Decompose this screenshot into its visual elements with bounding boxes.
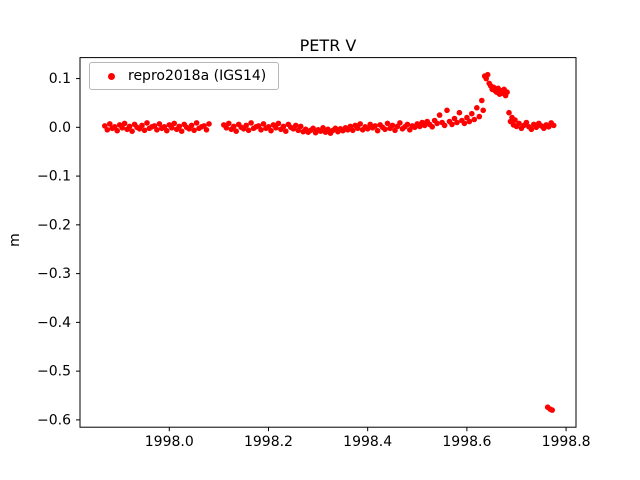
data-point <box>441 122 448 129</box>
data-point <box>169 125 175 131</box>
data-point <box>504 89 510 95</box>
data-point <box>243 122 249 129</box>
data-point <box>268 127 274 134</box>
y-tick-label: −0.5 <box>37 364 71 380</box>
y-tick-label: 0.0 <box>49 120 71 136</box>
y-tick-label: 0.1 <box>49 71 71 87</box>
data-point <box>454 119 460 126</box>
data-point <box>280 123 287 130</box>
data-point <box>364 126 371 132</box>
chart-title: PETR V <box>299 36 357 55</box>
data-point <box>129 128 135 134</box>
data-point <box>372 123 378 129</box>
data-point <box>223 125 230 131</box>
data-point <box>471 116 478 123</box>
data-point <box>310 125 316 132</box>
data-point <box>233 128 239 134</box>
data-point <box>178 128 185 134</box>
data-point <box>484 71 491 78</box>
legend-marker-dot <box>108 72 115 80</box>
x-tick-label: 1998.4 <box>343 434 392 450</box>
data-point <box>461 120 468 127</box>
data-point <box>480 107 487 114</box>
data-point <box>549 407 555 413</box>
data-point <box>528 126 535 133</box>
legend: repro2018a (IGS14) <box>89 62 280 90</box>
y-tick-label: −0.2 <box>37 217 71 233</box>
data-point <box>350 127 356 134</box>
data-point <box>188 122 195 129</box>
data-point <box>171 120 177 127</box>
data-point <box>248 120 254 126</box>
y-tick-label: −0.3 <box>37 266 71 282</box>
data-point <box>523 119 530 126</box>
data-point <box>245 127 252 134</box>
data-point <box>389 122 396 129</box>
y-tick-label: −0.4 <box>37 315 71 331</box>
x-tick-label: 1998.2 <box>244 434 293 450</box>
legend-label: repro2018a (IGS14) <box>128 68 267 84</box>
y-axis-label: m <box>6 233 23 247</box>
data-point <box>479 97 485 104</box>
data-point <box>260 121 267 127</box>
data-point <box>144 120 150 126</box>
data-point <box>164 127 170 134</box>
data-point <box>512 117 518 123</box>
data-point <box>141 127 148 134</box>
data-point <box>206 121 212 127</box>
data-point <box>451 115 458 122</box>
x-tick-label: 1998.0 <box>145 434 194 450</box>
data-point <box>121 120 128 127</box>
data-point <box>297 123 304 130</box>
data-point <box>273 125 279 131</box>
y-tick-label: −0.1 <box>37 169 71 185</box>
data-point <box>474 105 480 111</box>
data-point <box>550 122 557 129</box>
data-point <box>104 127 111 133</box>
data-point <box>516 120 522 127</box>
data-point <box>176 123 182 130</box>
data-point <box>374 127 381 134</box>
data-point <box>506 109 512 116</box>
data-point <box>139 122 145 129</box>
data-point <box>384 120 391 127</box>
data-point <box>258 127 264 133</box>
data-point <box>191 127 197 134</box>
data-point <box>107 121 113 127</box>
data-point <box>156 121 163 127</box>
data-point <box>193 120 200 126</box>
data-point <box>429 124 436 130</box>
x-tick-label: 1998.8 <box>542 434 591 450</box>
data-point <box>434 120 440 127</box>
data-point <box>293 122 299 129</box>
data-point <box>114 127 120 134</box>
data-point <box>469 110 475 117</box>
data-point <box>456 109 463 116</box>
data-point <box>436 112 443 118</box>
y-tick-label: −0.6 <box>37 412 71 428</box>
x-tick-label: 1998.6 <box>442 434 491 450</box>
data-point <box>449 121 455 128</box>
data-point <box>355 125 361 132</box>
data-point <box>476 113 483 120</box>
data-point <box>203 127 210 133</box>
data-point <box>119 125 125 131</box>
data-point <box>283 128 289 134</box>
data-point <box>275 120 282 127</box>
data-point <box>357 121 364 127</box>
data-point <box>444 107 450 114</box>
data-point <box>320 125 326 131</box>
data-point <box>466 118 473 125</box>
data-point <box>382 126 388 133</box>
data-point <box>397 120 403 126</box>
data-point <box>231 123 237 130</box>
data-point <box>126 123 133 130</box>
data-point <box>154 127 160 133</box>
data-point <box>226 120 232 127</box>
data-point <box>404 121 411 128</box>
axes-frame <box>79 57 577 428</box>
